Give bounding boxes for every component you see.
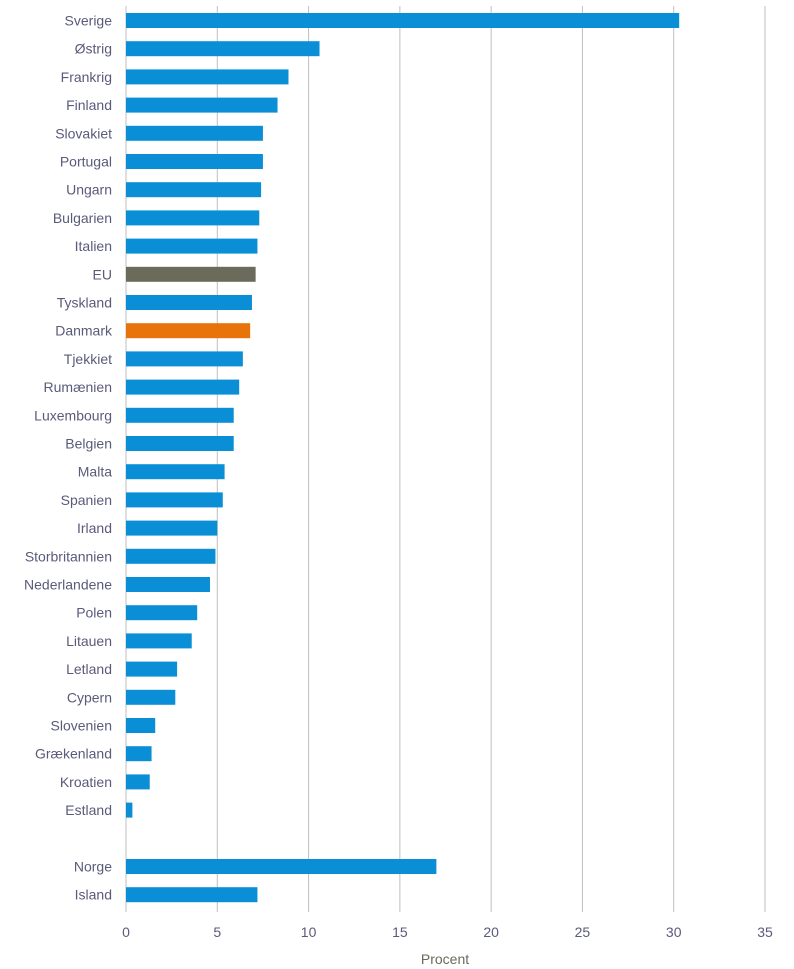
x-tick-label: 35 (757, 924, 773, 940)
category-label-island: Island (75, 887, 112, 903)
x-tick-label: 25 (575, 924, 591, 940)
bar-tyskland (126, 295, 252, 310)
category-label-litauen: Litauen (66, 633, 112, 649)
bar-italien (126, 238, 258, 254)
bar-østrig (126, 41, 320, 57)
category-label-østrig: Østrig (75, 41, 112, 57)
category-label-malta: Malta (78, 464, 112, 480)
category-label-estland: Estland (65, 802, 112, 818)
bar-estland (126, 802, 133, 818)
category-labels: Sverige Østrig Frankrig Finland Slovakiet Por… (24, 13, 113, 903)
bar-tjekkiet (126, 351, 243, 367)
bar-danmark (126, 323, 251, 339)
category-label-eu: EU (93, 266, 112, 282)
category-label-norge: Norge (74, 859, 112, 875)
category-label-grækenland: Grækenland (35, 746, 112, 762)
category-label-cypern: Cypern (67, 689, 112, 705)
category-label-slovakiet: Slovakiet (55, 125, 112, 141)
bar-cypern (126, 689, 176, 705)
bar-belgien (126, 436, 234, 451)
bar-spanien (126, 492, 223, 508)
bar-irland (126, 520, 218, 536)
x-tick-label: 5 (213, 924, 221, 940)
bar-polen (126, 605, 198, 621)
bar-luxembourg (126, 407, 234, 423)
bar-rumænien (126, 379, 240, 395)
bar-sverige (126, 13, 680, 28)
bar-litauen (126, 633, 192, 649)
category-label-bulgarien: Bulgarien (53, 210, 112, 226)
bar-letland (126, 661, 178, 677)
bar-kroatien (126, 774, 150, 790)
category-label-danmark: Danmark (55, 323, 113, 339)
category-label-rumænien: Rumænien (44, 379, 112, 395)
x-tick-labels: 0 5 10 15 20 25 30 35 (122, 924, 773, 940)
category-label-belgien: Belgien (65, 436, 112, 452)
bar-ungarn (126, 182, 262, 198)
bar-slovakiet (126, 125, 263, 141)
x-tick-label: 30 (666, 924, 682, 940)
category-label-irland: Irland (77, 520, 112, 536)
bar-frankrig (126, 69, 289, 85)
category-label-tyskland: Tyskland (57, 295, 112, 311)
bar-norge (126, 859, 437, 874)
bar-finland (126, 97, 278, 113)
bar-eu (126, 266, 256, 282)
category-label-portugal: Portugal (60, 154, 112, 170)
bar-nederlandene (126, 577, 210, 592)
category-label-letland: Letland (66, 661, 112, 677)
category-label-sverige: Sverige (65, 13, 113, 29)
category-label-luxembourg: Luxembourg (34, 407, 112, 423)
category-label-tjekkiet: Tjekkiet (64, 351, 112, 367)
x-axis-title: Procent (421, 951, 469, 967)
category-label-nederlandene: Nederlandene (24, 577, 112, 593)
x-tick-label: 15 (392, 924, 408, 940)
category-label-ungarn: Ungarn (66, 182, 112, 198)
bar-storbritannien (126, 548, 216, 564)
bar-slovenien (126, 718, 156, 733)
x-tick-label: 0 (122, 924, 130, 940)
bar-portugal (126, 154, 263, 169)
category-label-polen: Polen (76, 605, 112, 621)
x-tick-label: 20 (483, 924, 499, 940)
bar-bulgarien (126, 210, 260, 226)
bar-island (126, 887, 258, 903)
bars (126, 13, 680, 903)
category-label-frankrig: Frankrig (61, 69, 112, 85)
gridlines (125, 6, 766, 912)
category-label-kroatien: Kroatien (60, 774, 112, 790)
category-label-slovenien: Slovenien (51, 718, 113, 734)
bar-grækenland (126, 746, 152, 762)
bar-malta (126, 464, 225, 480)
x-tick-label: 10 (301, 924, 317, 940)
category-label-spanien: Spanien (61, 492, 112, 508)
category-label-finland: Finland (66, 97, 112, 113)
category-label-italien: Italien (75, 238, 112, 254)
category-label-storbritannien: Storbritannien (25, 548, 112, 564)
